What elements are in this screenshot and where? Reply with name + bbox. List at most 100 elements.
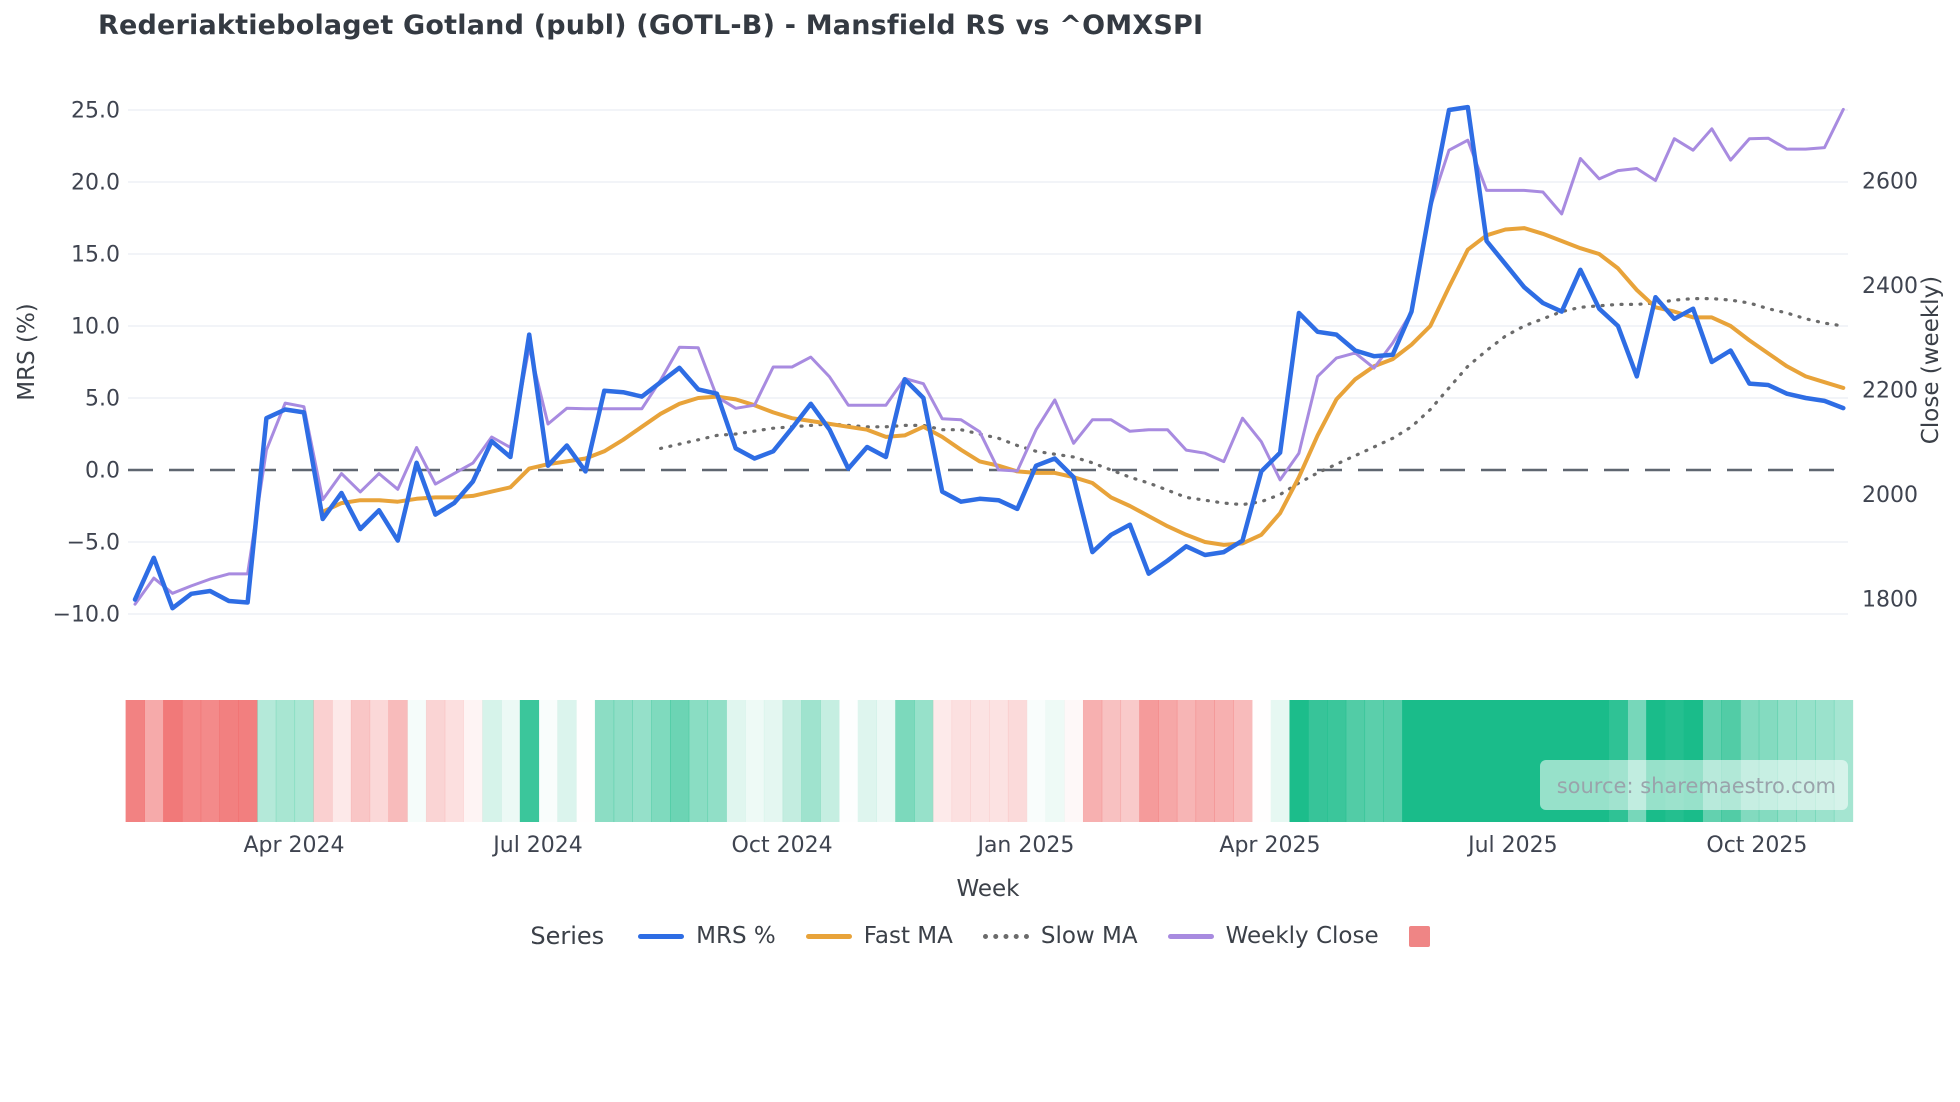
heatmap-cell xyxy=(632,700,652,822)
heatmap-cell xyxy=(1158,700,1178,822)
heatmap-cell xyxy=(707,700,727,822)
y-left-axis-title: MRS (%) xyxy=(14,303,40,401)
x-tick-label: Oct 2025 xyxy=(1706,833,1807,858)
y-left-tick-label: −5.0 xyxy=(67,531,120,556)
y-left-tick-label: 20.0 xyxy=(71,171,120,196)
series-line-fast-ma xyxy=(320,226,1846,547)
y-right-axis-title: Close (weekly) xyxy=(1918,276,1944,444)
legend-label: Weekly Close xyxy=(1225,923,1379,949)
series-line-weekly-close xyxy=(133,107,1845,606)
heatmap-cell xyxy=(407,700,427,822)
watermark-text: source: sharemaestro.com xyxy=(1557,774,1836,798)
heatmap-cell xyxy=(576,700,595,822)
heatmap-cell xyxy=(932,700,953,822)
heatmap-cell xyxy=(1495,700,1516,822)
legend-label: Fast MA xyxy=(863,923,953,949)
heatmap-cell xyxy=(294,700,314,822)
heatmap-cell xyxy=(181,700,202,822)
heatmap-cell xyxy=(726,700,746,822)
heatmap-cell xyxy=(1045,700,1065,822)
heatmap-cell xyxy=(951,700,971,822)
heatmap-cell xyxy=(1064,700,1084,822)
heatmap-cell xyxy=(482,700,502,822)
heatmap-cell xyxy=(1233,700,1253,822)
heatmap-cell xyxy=(594,700,615,822)
heatmap-cell xyxy=(1082,700,1103,822)
heatmap-cell xyxy=(745,700,765,822)
legend-swatch-icon xyxy=(982,933,1029,939)
heatmap-cell xyxy=(670,700,690,822)
watermark-box xyxy=(1540,760,1848,810)
heatmap-cell xyxy=(501,700,521,822)
legend-swatch-icon xyxy=(805,933,852,939)
heatmap-cell xyxy=(1439,700,1459,822)
legend-item-fast-ma: Fast MA xyxy=(805,923,953,949)
heatmap-cell xyxy=(1139,700,1159,822)
legend-label: MRS % xyxy=(696,923,776,949)
series-line-mrs- xyxy=(132,104,1846,611)
legend-item-mrs-: MRS % xyxy=(638,923,776,949)
heatmap-cell xyxy=(519,700,540,822)
heatmap-cell xyxy=(1514,700,1535,822)
legend-title: Series xyxy=(530,922,605,950)
heatmap-cell xyxy=(557,700,577,822)
heatmap-cell xyxy=(688,700,709,822)
heatmap-cell xyxy=(763,700,784,822)
heatmap-cell xyxy=(1101,700,1122,822)
heatmap-cell xyxy=(388,700,408,822)
heatmap-cell xyxy=(1477,700,1497,822)
legend-swatch-icon xyxy=(1167,933,1214,939)
heatmap-cell xyxy=(1345,700,1366,822)
heatmap-cell xyxy=(219,700,239,822)
y-left-tick-label: 5.0 xyxy=(85,387,120,412)
x-tick-label: Apr 2024 xyxy=(243,833,344,858)
heatmap-cell xyxy=(1270,700,1290,822)
x-tick-label: Apr 2025 xyxy=(1219,833,1320,858)
heatmap-cell xyxy=(1195,700,1215,822)
y-right-tick-label: 2400 xyxy=(1862,274,1918,299)
heatmap-cell xyxy=(801,700,821,822)
heatmap-cell xyxy=(1364,700,1384,822)
heatmap-cell xyxy=(125,700,145,822)
y-right-tick-label: 2000 xyxy=(1862,483,1918,508)
heatmap-cell xyxy=(1252,700,1271,822)
heatmap-cell xyxy=(257,700,277,822)
y-right-tick-label: 1800 xyxy=(1862,588,1918,613)
heatmap-cell xyxy=(857,700,877,822)
heatmap-cell xyxy=(332,700,352,822)
heatmap-cell xyxy=(1458,700,1478,822)
heatmap-cell xyxy=(200,700,220,822)
x-tick-label: Jul 2025 xyxy=(1466,833,1558,858)
heatmap-cell xyxy=(1402,700,1422,822)
heatmap-cell xyxy=(350,700,371,822)
heatmap-cell xyxy=(1289,700,1309,822)
heatmap-cell xyxy=(463,700,483,822)
y-left-tick-label: 10.0 xyxy=(71,315,120,340)
chart-title: Rederiaktiebolaget Gotland (publ) (GOTL-… xyxy=(98,10,1204,41)
heatmap-cell xyxy=(275,700,296,822)
heatmap-cell xyxy=(1327,700,1347,822)
heatmap-cell xyxy=(1383,700,1403,822)
heatmap-cell xyxy=(876,700,896,822)
heatmap-cell xyxy=(444,700,465,822)
heatmap-cell xyxy=(238,700,258,822)
heatmap-cell xyxy=(1214,700,1234,822)
legend-swatch-icon xyxy=(638,933,685,939)
y-left-tick-label: −10.0 xyxy=(53,603,120,628)
heatmap-cell xyxy=(1027,700,1046,822)
heatmap-cell xyxy=(369,700,389,822)
heatmap-cell xyxy=(914,700,934,822)
x-tick-label: Oct 2024 xyxy=(732,833,833,858)
x-tick-label: Jan 2025 xyxy=(975,833,1074,858)
legend: Series MRS % Fast MA Slow MA Weekly Close xyxy=(0,922,1960,950)
series-line-slow-ma xyxy=(659,297,1845,507)
heatmap-cell xyxy=(989,700,1009,822)
heatmap-cell xyxy=(839,700,858,822)
heatmap-cell xyxy=(539,700,558,822)
heatmap-cell xyxy=(1308,700,1328,822)
heatmap-cell xyxy=(313,700,333,822)
legend-label: Slow MA xyxy=(1040,923,1138,949)
x-tick-label: Jul 2024 xyxy=(491,833,583,858)
x-axis-title: Week xyxy=(956,876,1020,902)
